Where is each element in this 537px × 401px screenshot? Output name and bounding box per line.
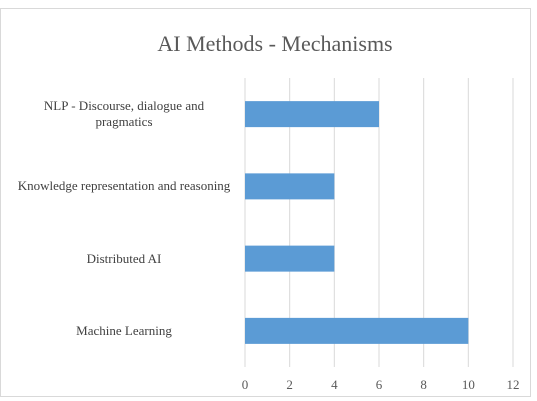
x-tick-label: 0 — [242, 377, 249, 392]
chart-title: AI Methods - Mechanisms — [157, 31, 392, 56]
x-tick-label: 4 — [331, 377, 338, 392]
x-tick-label: 2 — [286, 377, 293, 392]
y-tick-label: Distributed AI — [86, 250, 162, 266]
bar — [245, 101, 379, 128]
x-tick-label: 10 — [462, 377, 475, 392]
x-tick-label: 12 — [507, 377, 520, 392]
bar — [245, 245, 335, 272]
bar — [245, 317, 469, 344]
x-tick-label: 8 — [420, 377, 427, 392]
bar — [245, 173, 335, 200]
y-tick-label: Machine Learning — [76, 322, 172, 338]
x-tick-label: 6 — [376, 377, 383, 392]
y-tick-label: Knowledge representation and reasoning — [17, 178, 231, 194]
y-tick-label: NLP - Discourse, dialogue and pragmatics — [43, 98, 205, 130]
